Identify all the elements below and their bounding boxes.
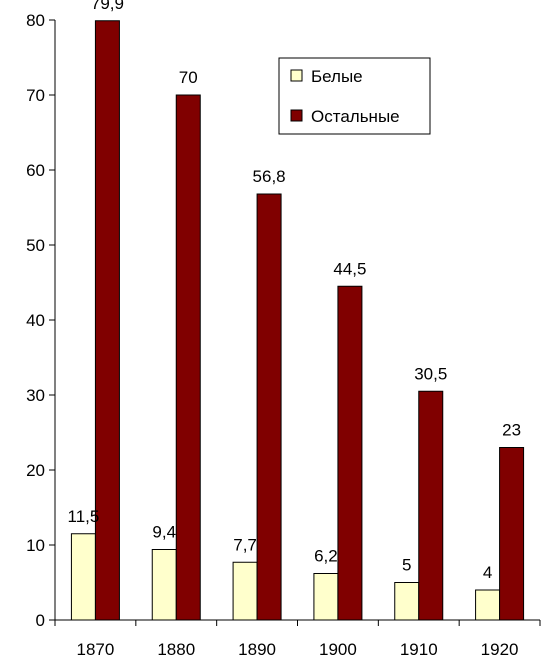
y-tick-label: 10 xyxy=(26,536,45,555)
data-label-white: 9,4 xyxy=(152,523,176,542)
bar-white xyxy=(313,573,339,621)
y-tick-label: 40 xyxy=(26,311,45,330)
bar-white xyxy=(151,549,177,621)
x-tick-label: 1890 xyxy=(238,640,276,659)
data-label-others: 44,5 xyxy=(333,259,366,278)
bar-white xyxy=(475,589,501,621)
data-label-white: 7,7 xyxy=(233,535,257,554)
y-tick-label: 70 xyxy=(26,86,45,105)
y-tick-label: 0 xyxy=(36,611,45,630)
bar-others xyxy=(175,94,201,621)
x-tick-label: 1910 xyxy=(400,640,438,659)
data-label-others: 70 xyxy=(179,68,198,87)
bar-others xyxy=(337,285,363,621)
bar-others xyxy=(418,390,444,621)
bar-white xyxy=(70,533,96,621)
data-labels: 11,5 9,4 7,7 6,2 5 4 79,9 70 56,8 44,5 30,5 23 xyxy=(68,0,522,582)
legend-label-white: Белые xyxy=(311,67,363,86)
legend-box xyxy=(278,57,431,135)
legend: Белые Остальные xyxy=(278,57,431,135)
y-tick-label: 50 xyxy=(26,236,45,255)
axes: 0 10 20 30 40 50 60 70 80 1870 1880 1890 1900 1910 192… xyxy=(26,11,541,659)
x-tick-label: 1920 xyxy=(481,640,519,659)
bar-white xyxy=(232,561,258,621)
legend-label-others: Остальные xyxy=(311,107,400,126)
data-label-others: 79,9 xyxy=(91,0,124,13)
bar-white xyxy=(394,582,420,621)
data-label-white: 6,2 xyxy=(314,547,338,566)
y-tick-label: 80 xyxy=(26,11,45,30)
data-label-others: 30,5 xyxy=(414,364,447,383)
x-tick-label: 1870 xyxy=(77,640,115,659)
y-tick-label: 30 xyxy=(26,386,45,405)
data-label-others: 56,8 xyxy=(253,167,286,186)
data-label-white: 11,5 xyxy=(68,507,100,526)
x-tick-label: 1900 xyxy=(319,640,357,659)
data-label-others: 23 xyxy=(502,421,521,440)
legend-swatch-white xyxy=(290,69,303,82)
bars xyxy=(70,20,525,621)
x-tick-label: 1880 xyxy=(157,640,195,659)
bar-others xyxy=(94,20,120,621)
y-tick-label: 20 xyxy=(26,461,45,480)
y-tick-label: 60 xyxy=(26,161,45,180)
data-label-white: 5 xyxy=(402,556,411,575)
legend-swatch-others xyxy=(290,109,303,122)
bar-others xyxy=(499,447,525,621)
data-label-white: 4 xyxy=(483,563,492,582)
bar-others xyxy=(256,193,282,621)
